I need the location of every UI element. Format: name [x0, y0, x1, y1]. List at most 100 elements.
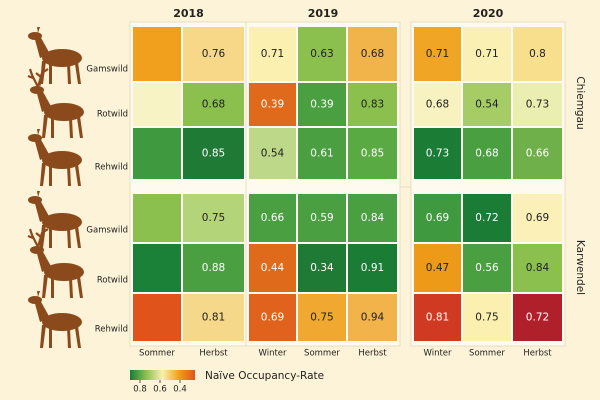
cell: [183, 128, 244, 179]
cell-label: 0.69: [426, 212, 449, 224]
cell: [348, 128, 397, 179]
season-label: Winter: [258, 349, 287, 359]
row-label: Rehwild: [95, 163, 128, 173]
cell-label: 0.91: [361, 262, 384, 274]
cell: [249, 27, 296, 81]
colorbar-label: Naïve Occupancy-Rate: [205, 370, 324, 382]
icon-gams: [28, 191, 82, 248]
cell-label: 0.68: [426, 99, 449, 111]
cell-label: 0.68: [361, 48, 384, 60]
cell-label: 0.54: [475, 99, 499, 111]
year-label: 2018: [173, 7, 204, 20]
cell: [298, 294, 346, 341]
colorbar-tick-label: 0.8: [133, 385, 147, 395]
season-label: Sommer: [304, 349, 340, 359]
cell-label: 0.66: [261, 212, 285, 224]
cell: [414, 294, 461, 341]
cell: [183, 294, 244, 341]
cell: [414, 194, 461, 242]
cell-label: 0.75: [475, 312, 498, 324]
cell-label: 0.8: [529, 48, 546, 60]
cell-label: 0.56: [475, 262, 499, 274]
cell: [348, 194, 397, 242]
cell-label: 0.84: [526, 262, 550, 274]
cell: [414, 27, 461, 81]
icon-rot: [28, 69, 84, 138]
icon-gams: [28, 27, 82, 84]
cell: [513, 194, 562, 242]
cell: [513, 294, 562, 341]
cell: [348, 294, 397, 341]
icon-rot: [28, 229, 84, 298]
cell-label: 0.66: [526, 148, 550, 160]
cell: [463, 83, 511, 126]
cell-label: 0.63: [310, 48, 333, 60]
cell-label: 0.75: [310, 312, 333, 324]
cell: [414, 244, 461, 292]
cell-label: 0.47: [426, 262, 449, 274]
icon-reh: [28, 129, 82, 186]
season-label: Sommer: [469, 349, 505, 359]
cell: [513, 244, 562, 292]
cell-label: 0.94: [361, 312, 385, 324]
cell-label: 0.39: [261, 99, 284, 111]
cell: [133, 244, 181, 292]
cell: [463, 128, 511, 179]
cell: [298, 83, 346, 126]
cell: [463, 27, 511, 81]
cell-label: 0.71: [426, 48, 449, 60]
cell-label: 0.88: [202, 262, 225, 274]
colorbar: [130, 370, 195, 380]
cell: [249, 83, 296, 126]
cell-label: 0.69: [526, 212, 549, 224]
cell-label: 0.81: [426, 312, 449, 324]
cell-label: 0.34: [310, 262, 334, 274]
cell: [348, 27, 397, 81]
cell: [249, 194, 296, 242]
cell: [183, 27, 244, 81]
cell-label: 0.68: [475, 148, 498, 160]
season-label: Herbst: [358, 349, 387, 359]
region-label: Chiemgau: [574, 76, 586, 129]
cell: [463, 244, 511, 292]
cell: [348, 83, 397, 126]
cell-label: 0.75: [202, 212, 225, 224]
row-label: Gamswild: [86, 226, 128, 236]
cell-label: 0.69: [261, 312, 284, 324]
cell-label: 0.73: [526, 99, 549, 111]
row-label: Rotwild: [97, 110, 128, 120]
cell-label: 0.72: [475, 212, 498, 224]
cell-label: 0.61: [310, 148, 333, 160]
cell-label: 0.85: [202, 148, 225, 160]
cell: [513, 27, 562, 81]
cell: [133, 83, 181, 126]
row-label: Rotwild: [97, 276, 128, 286]
cell-label: 0.85: [361, 148, 384, 160]
cell: [463, 194, 511, 242]
cell-label: 0.71: [475, 48, 498, 60]
cell: [298, 128, 346, 179]
icons: [28, 27, 84, 348]
colorbar-tick-label: 0.4: [173, 385, 187, 395]
cell: [298, 194, 346, 242]
colorbar-tick-label: 0.6: [153, 385, 167, 395]
row-label: Gamswild: [86, 65, 128, 75]
cell-label: 0.59: [310, 212, 333, 224]
cell: [348, 244, 397, 292]
year-label: 2020: [473, 7, 504, 20]
cell: [414, 83, 461, 126]
region-label: Karwendel: [574, 240, 586, 295]
cell: [133, 294, 181, 341]
cell: [414, 128, 461, 179]
cell: [298, 27, 346, 81]
cell: [249, 128, 296, 179]
cell-label: 0.72: [526, 312, 549, 324]
cell-label: 0.81: [202, 312, 225, 324]
cell: [133, 27, 181, 81]
cell: [249, 294, 296, 341]
cell-label: 0.73: [426, 148, 449, 160]
cell: [183, 194, 244, 242]
cell-label: 0.39: [310, 99, 333, 111]
cell: [298, 244, 346, 292]
